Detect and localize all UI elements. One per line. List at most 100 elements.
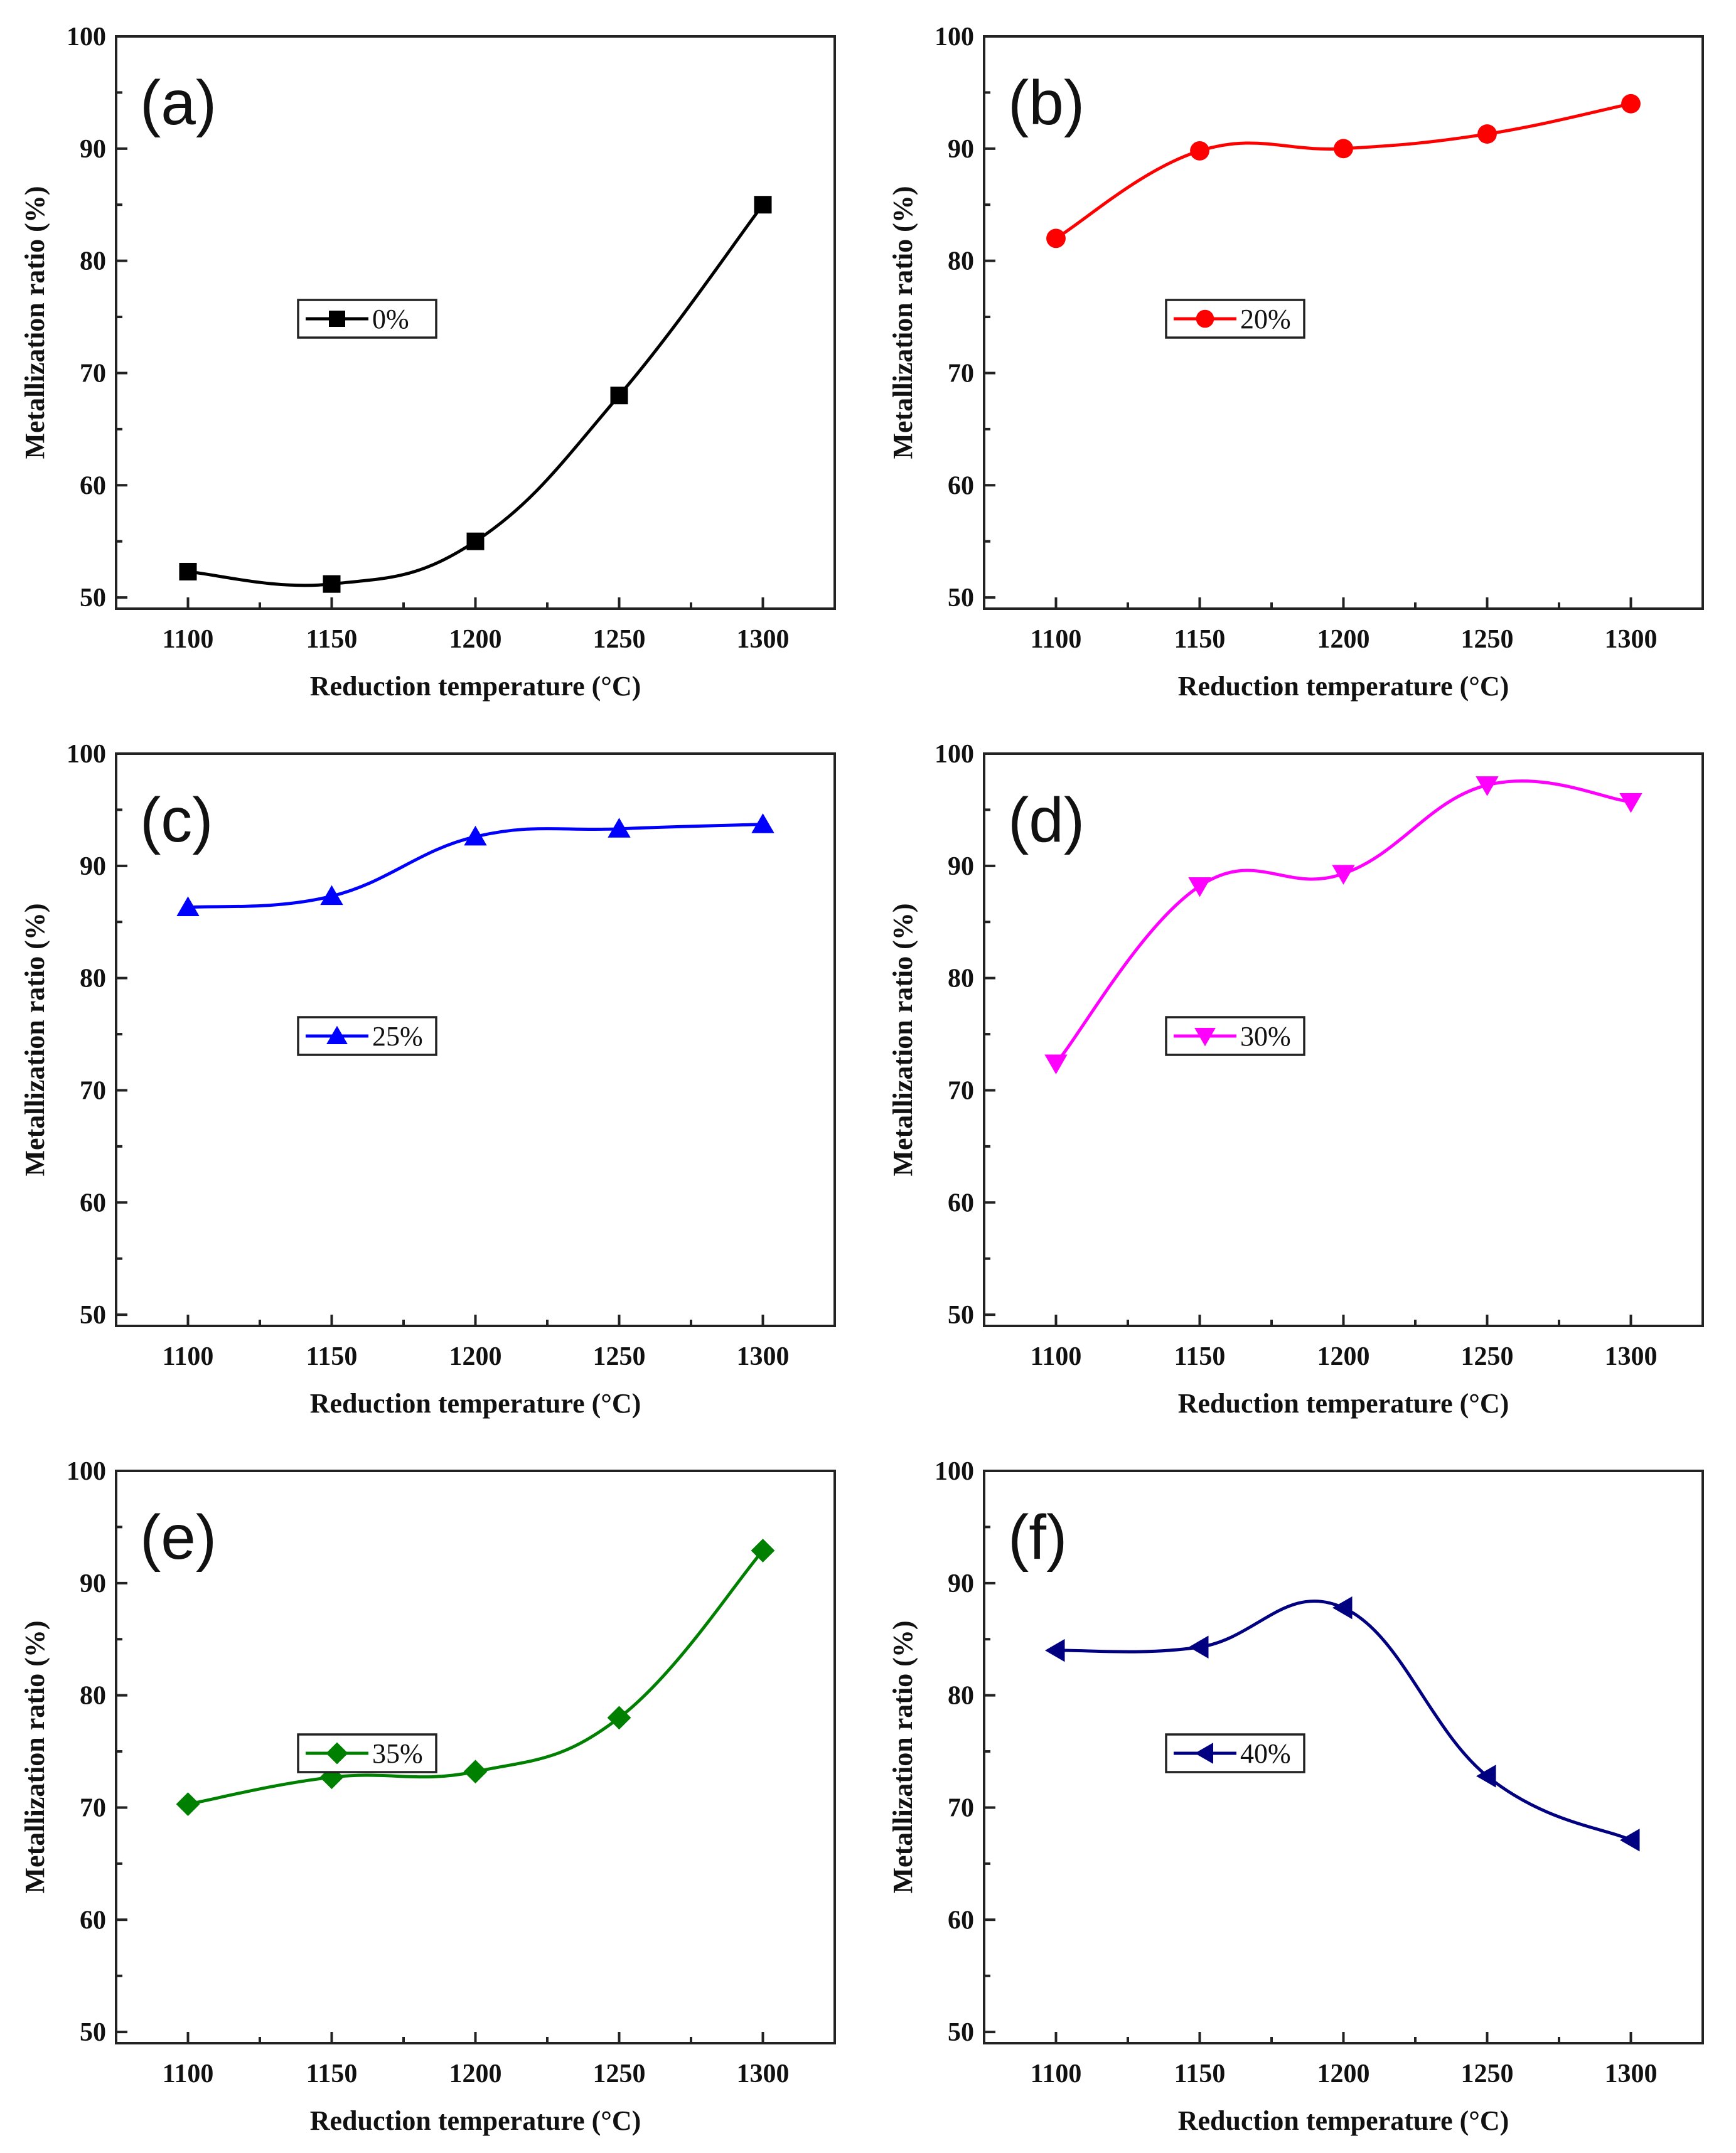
x-tick-label: 1150: [306, 1342, 358, 1371]
y-tick-label: 50: [948, 2018, 974, 2047]
y-tick-label: 70: [80, 1076, 106, 1105]
x-tick-label: 1150: [1174, 625, 1226, 654]
chart-a: 50 60 70 80 90 100 1100 1150 1200 1250 1300 Reducti…: [19, 23, 836, 702]
data-point: [1476, 776, 1499, 796]
x-tick-label: 1150: [1174, 1342, 1226, 1371]
chart-d: 50 60 70 80 90 100 1100 1150 1200 1250 1300 Reducti…: [887, 740, 1704, 1419]
y-tick-label: 100: [67, 23, 106, 51]
data-point: [1476, 1765, 1496, 1788]
legend-label: 20%: [1240, 304, 1291, 334]
plot-area: [115, 35, 836, 610]
data-point: [610, 387, 628, 405]
data-point: [751, 813, 774, 833]
data-point: [319, 1765, 344, 1790]
data-point: [1045, 1638, 1065, 1662]
x-tick-label: 1300: [1605, 2060, 1658, 2088]
panel-f: 50 60 70 80 90 100 1100 1150 1200 1250 1300 Reducti…: [868, 1434, 1736, 2152]
data-point: [1189, 1635, 1209, 1659]
legend-label: 0%: [372, 304, 409, 334]
x-axis-title: Reduction temperature (°C): [310, 2105, 641, 2136]
x-tick-label: 1250: [1461, 625, 1514, 654]
y-tick-label: 80: [80, 964, 106, 993]
x-tick-label: 1100: [163, 1342, 214, 1371]
y-tick-label: 60: [948, 1906, 974, 1935]
y-tick-label: 60: [948, 1189, 974, 1217]
y-tick-label: 50: [948, 1301, 974, 1330]
x-tick-label: 1150: [1174, 2060, 1226, 2088]
series-line: [1054, 102, 1632, 240]
panel-c: 50 60 70 80 90 100 1100 1150 1200 1250 1300 Reducti…: [0, 717, 868, 1434]
x-tick-label: 1150: [306, 625, 358, 654]
y-tick-label: 90: [80, 852, 106, 881]
y-tick-label: 80: [948, 1682, 974, 1711]
y-tick-label: 60: [80, 471, 106, 500]
y-tick-label: 70: [80, 1793, 106, 1822]
panel-b: 50 60 70 80 90 100 1100 1150 1200 1250 1300 Reducti…: [868, 0, 1736, 717]
y-axis-title: Metallization ratio (%): [19, 1621, 50, 1894]
series-line: [1054, 1600, 1632, 1842]
data-point: [464, 825, 487, 846]
y-axis-title: Metallization ratio (%): [887, 186, 918, 459]
y-tick-label: 80: [948, 247, 974, 276]
plot-area: [983, 1470, 1704, 2044]
x-tick-label: 1200: [1317, 1342, 1370, 1371]
panel-label: (c): [140, 785, 213, 855]
panel-label: (d): [1008, 785, 1085, 855]
data-point: [320, 885, 343, 906]
x-tick-label: 1250: [593, 2060, 646, 2088]
y-tick-label: 50: [948, 584, 974, 612]
legend-marker: [1194, 1743, 1213, 1764]
data-point: [179, 562, 197, 580]
x-axis-title: Reduction temperature (°C): [1178, 2105, 1509, 2136]
panel-a: 50 60 70 80 90 100 1100 1150 1200 1250 1300 Reducti…: [0, 0, 868, 717]
y-tick-label: 80: [80, 1682, 106, 1711]
data-point: [754, 196, 772, 214]
y-axis-title: Metallization ratio (%): [19, 904, 50, 1177]
x-tick-label: 1300: [737, 1342, 790, 1371]
y-tick-label: 90: [948, 1569, 974, 1598]
y-tick-label: 100: [67, 1457, 106, 1486]
legend-marker: [326, 1025, 348, 1044]
panel-label: (f): [1008, 1502, 1067, 1573]
x-tick-label: 1250: [593, 625, 646, 654]
legend: 40%: [1165, 1733, 1305, 1773]
plot-area: [983, 752, 1704, 1327]
x-tick-label: 1100: [163, 625, 214, 654]
legend: 35%: [297, 1733, 437, 1773]
x-axis-title: Reduction temperature (°C): [310, 1388, 641, 1419]
y-tick-label: 90: [80, 1569, 106, 1598]
chart-f: 50 60 70 80 90 100 1100 1150 1200 1250 1300 Reducti…: [887, 1457, 1704, 2136]
x-tick-label: 1200: [1317, 2060, 1370, 2088]
data-point: [1044, 1054, 1068, 1075]
panel-label: (b): [1008, 68, 1085, 138]
legend: 20%: [1165, 299, 1305, 339]
legend: 30%: [1165, 1016, 1305, 1056]
data-point: [1332, 1596, 1353, 1620]
x-tick-label: 1300: [737, 2060, 790, 2088]
data-point: [323, 575, 341, 593]
legend-marker: [1196, 309, 1214, 328]
y-tick-label: 70: [948, 1076, 974, 1105]
y-tick-label: 50: [80, 584, 106, 612]
series-line: [186, 203, 764, 587]
y-tick-label: 80: [948, 964, 974, 993]
data-point: [608, 818, 631, 838]
y-tick-label: 50: [80, 2018, 106, 2047]
y-tick-label: 60: [948, 471, 974, 500]
panel-e: 50 60 70 80 90 100 1100 1150 1200 1250 1300 Reducti…: [0, 1434, 868, 2152]
legend-label: 35%: [372, 1738, 423, 1769]
plot-area: [983, 35, 1704, 610]
y-tick-label: 50: [80, 1301, 106, 1330]
panel-label: (e): [140, 1502, 217, 1573]
data-point: [1620, 1829, 1640, 1852]
legend-marker: [326, 1742, 348, 1765]
y-axis-title: Metallization ratio (%): [887, 1621, 918, 1894]
x-tick-label: 1200: [449, 1342, 502, 1371]
y-axis-title: Metallization ratio (%): [19, 186, 50, 459]
data-point: [1619, 793, 1642, 813]
y-tick-label: 100: [935, 1457, 974, 1486]
legend-label: 30%: [1240, 1021, 1291, 1052]
y-tick-label: 90: [80, 135, 106, 164]
y-axis-title: Metallization ratio (%): [887, 904, 918, 1177]
data-point: [1334, 139, 1353, 159]
